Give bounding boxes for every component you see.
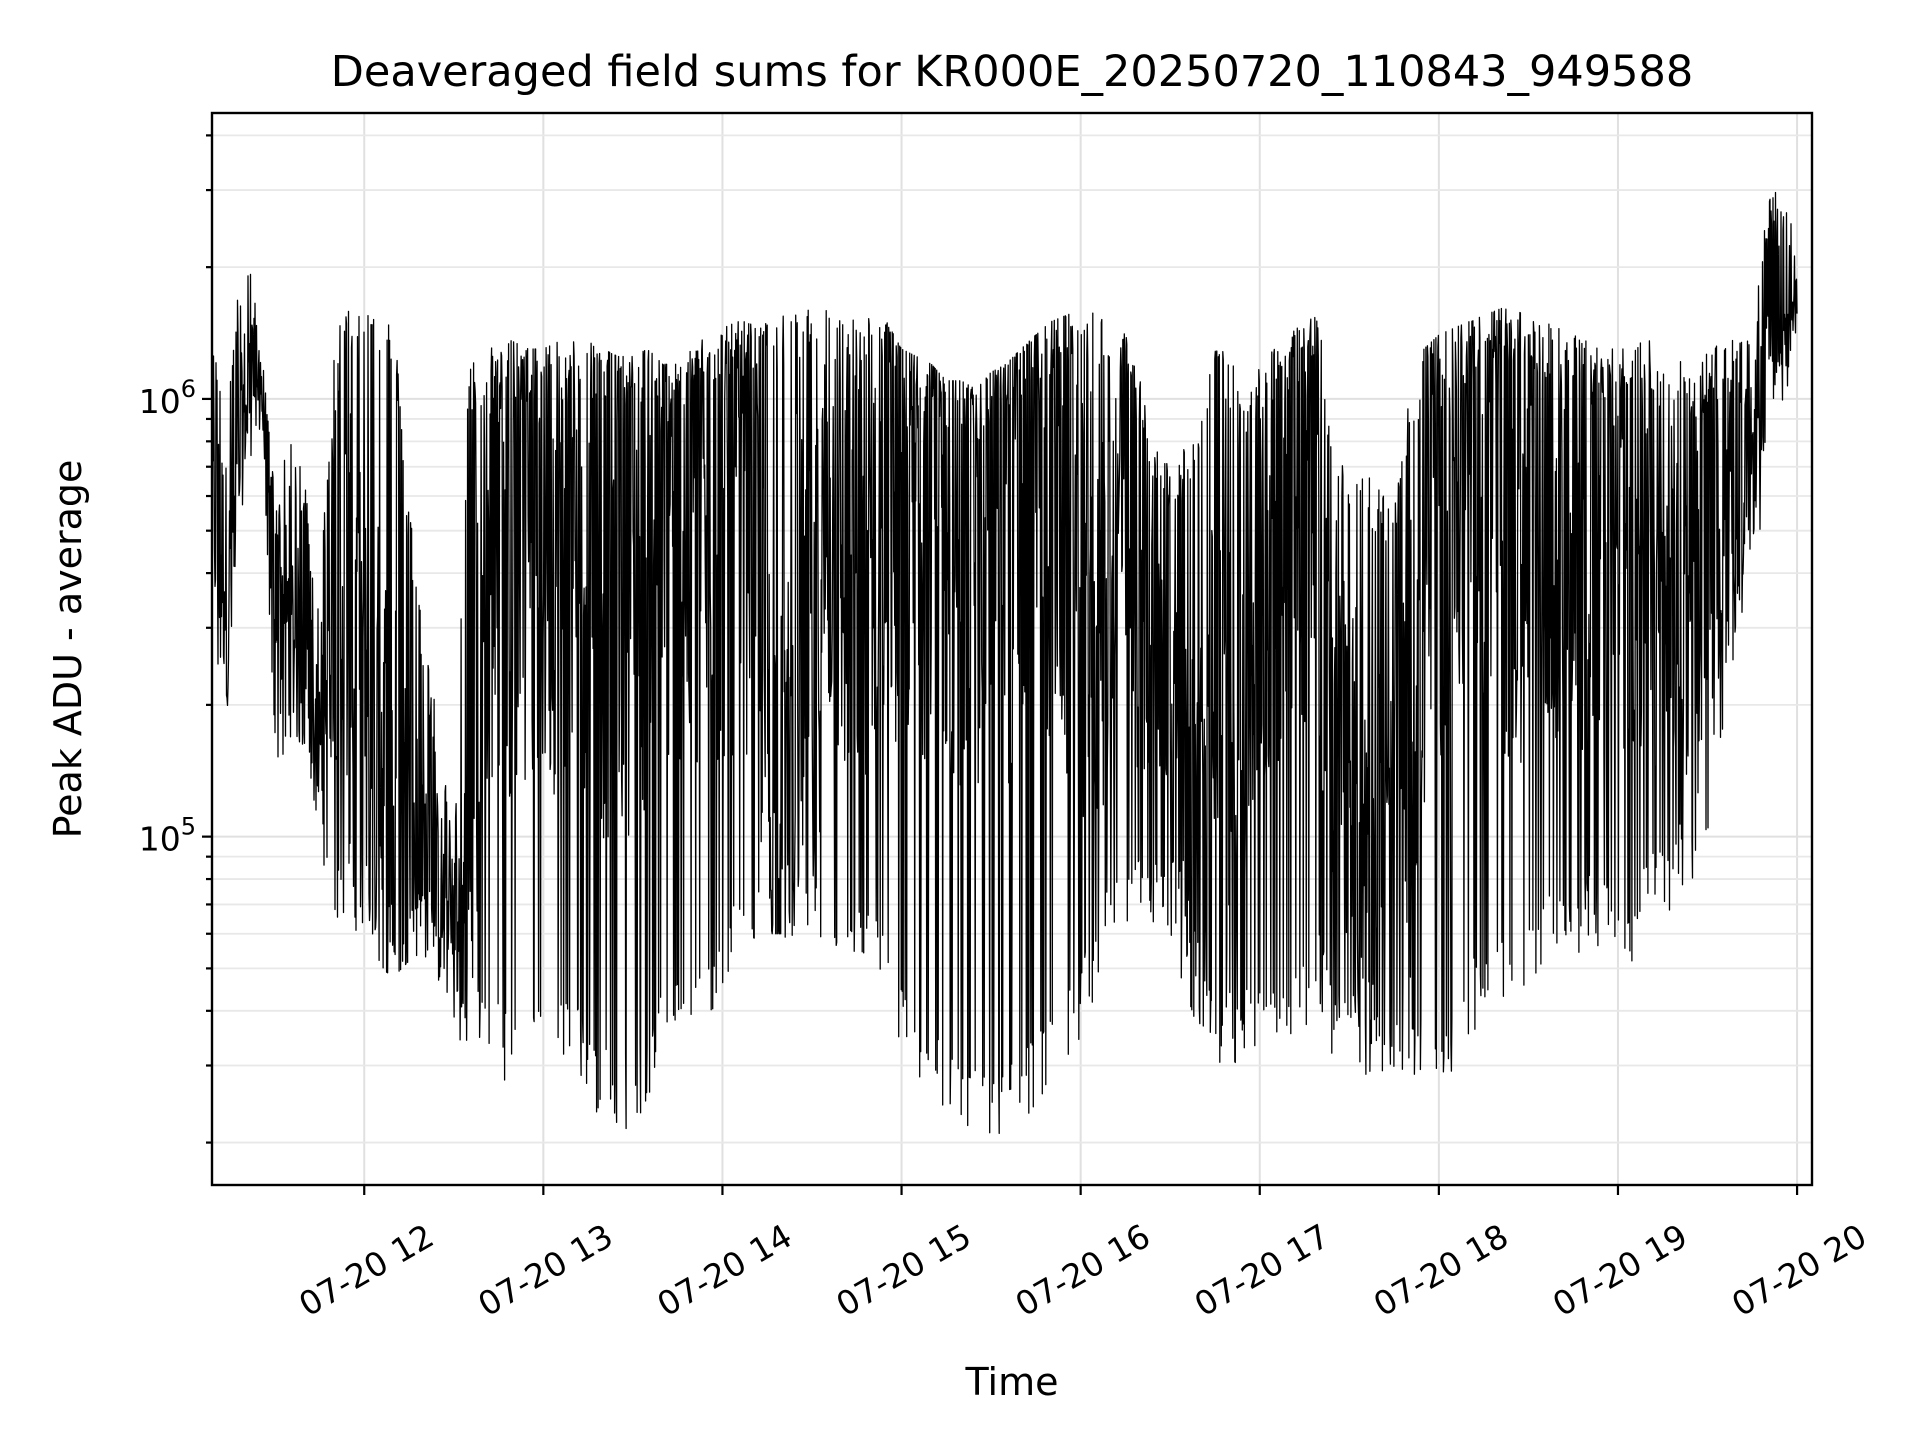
x-axis-label: Time xyxy=(965,1360,1059,1404)
y-tick-label: 105 xyxy=(139,813,196,859)
y-axis: 105 106 xyxy=(139,134,212,1144)
y-tick-label: 106 xyxy=(139,375,196,421)
series-line xyxy=(211,191,1798,1135)
chart-title: Deaveraged field sums for KR000E_2025072… xyxy=(331,47,1693,97)
y-axis-label: Peak ADU - average xyxy=(46,460,90,839)
series-group xyxy=(211,191,1798,1135)
plot-frame xyxy=(210,111,1814,1187)
